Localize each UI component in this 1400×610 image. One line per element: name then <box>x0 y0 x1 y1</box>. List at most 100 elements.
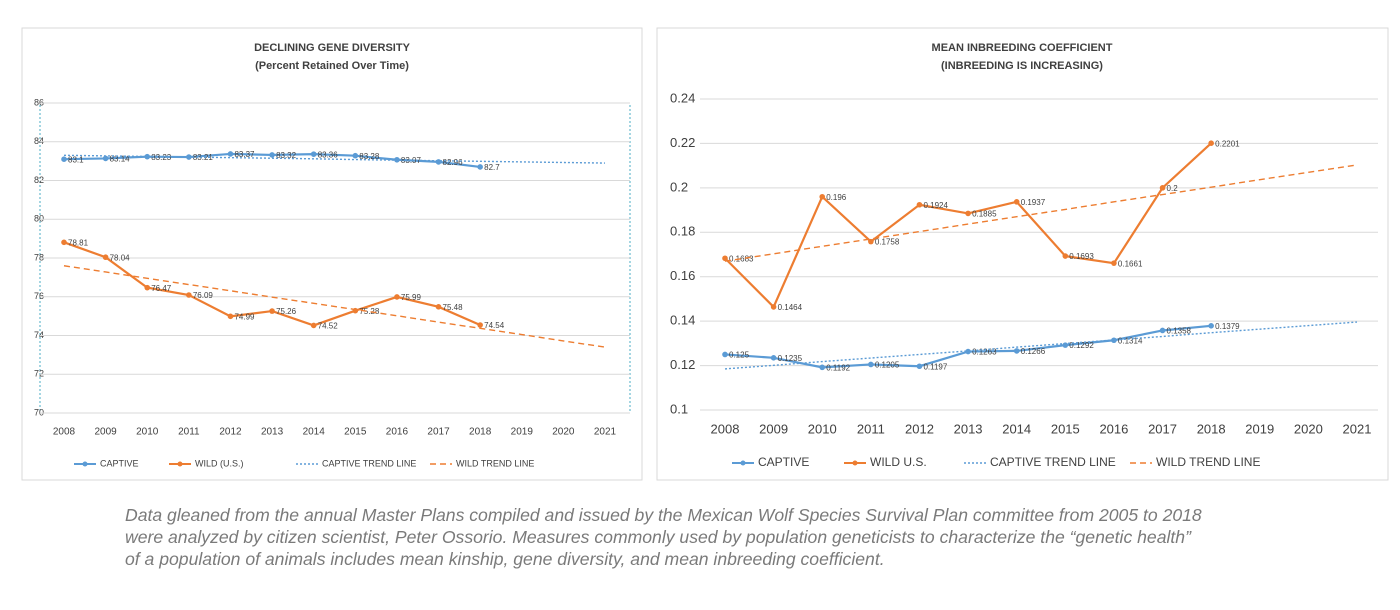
marker <box>916 201 923 208</box>
data-label: 0.1314 <box>1118 336 1143 345</box>
data-label: 0.1235 <box>778 354 803 363</box>
data-label: 83.21 <box>193 153 214 162</box>
data-label: 0.1358 <box>1167 327 1192 336</box>
marker <box>102 254 109 261</box>
marker <box>394 294 400 300</box>
legend-marker <box>740 460 746 466</box>
legend-marker <box>82 461 88 467</box>
x-tick-label: 2009 <box>94 427 117 438</box>
data-label: 76.47 <box>151 284 172 293</box>
marker <box>819 193 826 200</box>
y-tick-label: 0.1 <box>670 401 688 416</box>
data-label: 78.04 <box>110 253 131 262</box>
data-label: 0.1292 <box>1069 341 1094 350</box>
data-label: 83.07 <box>401 156 422 165</box>
data-label: 0.1464 <box>778 303 803 312</box>
data-label: 0.1924 <box>923 201 948 210</box>
y-tick-label: 84 <box>34 136 44 146</box>
data-label: 0.1683 <box>729 254 754 263</box>
marker <box>61 156 67 162</box>
y-tick-label: 76 <box>34 291 44 301</box>
y-tick-label: 74 <box>34 330 44 340</box>
x-tick-label: 2017 <box>427 427 450 438</box>
y-tick-label: 0.22 <box>670 135 695 150</box>
y-tick-label: 0.16 <box>670 268 695 283</box>
data-label: 75.26 <box>276 307 297 316</box>
chart-title: DECLINING GENE DIVERSITY <box>254 42 411 54</box>
marker <box>868 361 874 368</box>
marker <box>868 238 874 245</box>
data-label: 74.52 <box>318 322 339 331</box>
data-label: 0.2201 <box>1215 139 1240 148</box>
x-tick-label: 2010 <box>808 421 837 436</box>
x-tick-label: 2011 <box>857 421 885 436</box>
marker <box>477 164 483 170</box>
data-label: 76.09 <box>193 291 214 300</box>
marker <box>310 151 317 157</box>
marker <box>435 159 442 165</box>
marker <box>916 363 923 370</box>
data-label: 0.2 <box>1167 184 1179 193</box>
data-label: 0.1379 <box>1215 322 1240 331</box>
data-label: 78.81 <box>68 238 89 247</box>
x-tick-label: 2013 <box>261 427 284 438</box>
x-tick-label: 2019 <box>1245 421 1274 436</box>
marker <box>722 255 728 262</box>
legend-marker <box>852 460 858 466</box>
data-label: 74.54 <box>484 321 505 330</box>
marker <box>144 284 151 291</box>
x-tick-label: 2014 <box>1002 421 1031 436</box>
data-label: 75.28 <box>359 307 380 316</box>
marker <box>144 153 151 160</box>
chart-subtitle: (Percent Retained Over Time) <box>255 60 409 72</box>
chart-subtitle: (INBREEDING IS INCREASING) <box>941 60 1103 72</box>
x-tick-label: 2021 <box>594 427 617 438</box>
data-label: 0.125 <box>729 351 750 360</box>
marker <box>770 304 777 310</box>
x-tick-label: 2019 <box>511 427 534 438</box>
x-tick-label: 2010 <box>136 427 159 438</box>
legend-label: WILD TREND LINE <box>456 458 534 468</box>
data-label: 0.1192 <box>826 363 850 372</box>
x-tick-label: 2018 <box>469 427 492 438</box>
y-tick-label: 78 <box>34 252 44 262</box>
data-label: 83.32 <box>276 151 297 160</box>
x-tick-label: 2018 <box>1197 421 1226 436</box>
x-tick-label: 2016 <box>386 427 409 438</box>
panel <box>656 27 1389 481</box>
legend-label: CAPTIVE TREND LINE <box>990 455 1116 469</box>
series-line <box>724 321 1358 370</box>
x-tick-label: 2011 <box>178 427 200 438</box>
legend-label: CAPTIVE <box>100 458 139 468</box>
marker <box>722 351 728 358</box>
data-label: 83.28 <box>359 152 380 161</box>
series-line <box>63 265 606 348</box>
x-tick-label: 2014 <box>303 427 326 438</box>
x-tick-label: 2021 <box>1343 421 1372 436</box>
x-tick-label: 2016 <box>1099 421 1128 436</box>
x-tick-label: 2013 <box>954 421 983 436</box>
x-tick-label: 2020 <box>1294 421 1323 436</box>
marker <box>61 239 67 246</box>
marker <box>227 151 234 157</box>
data-label: 83.36 <box>318 150 339 159</box>
x-tick-label: 2015 <box>1051 421 1080 436</box>
legend-label: CAPTIVE TREND LINE <box>322 458 416 468</box>
y-tick-label: 82 <box>34 175 44 185</box>
caption: Data gleaned from the annual Master Plan… <box>125 505 1202 569</box>
x-tick-label: 2009 <box>759 421 788 436</box>
marker <box>1062 253 1069 259</box>
x-tick-label: 2020 <box>552 427 575 438</box>
data-label: 0.1693 <box>1069 252 1094 261</box>
x-tick-label: 2017 <box>1148 421 1177 436</box>
data-label: 75.48 <box>443 303 464 312</box>
chart-title: MEAN INBREEDING COEFFICIENT <box>932 42 1113 54</box>
marker <box>1159 327 1166 334</box>
data-label: 0.1758 <box>875 238 900 247</box>
marker <box>1208 323 1214 329</box>
data-label: 82.7 <box>484 163 500 172</box>
y-tick-label: 0.18 <box>670 224 695 239</box>
marker <box>819 364 826 371</box>
legend-label: WILD U.S. <box>870 455 927 469</box>
marker <box>1111 260 1117 266</box>
